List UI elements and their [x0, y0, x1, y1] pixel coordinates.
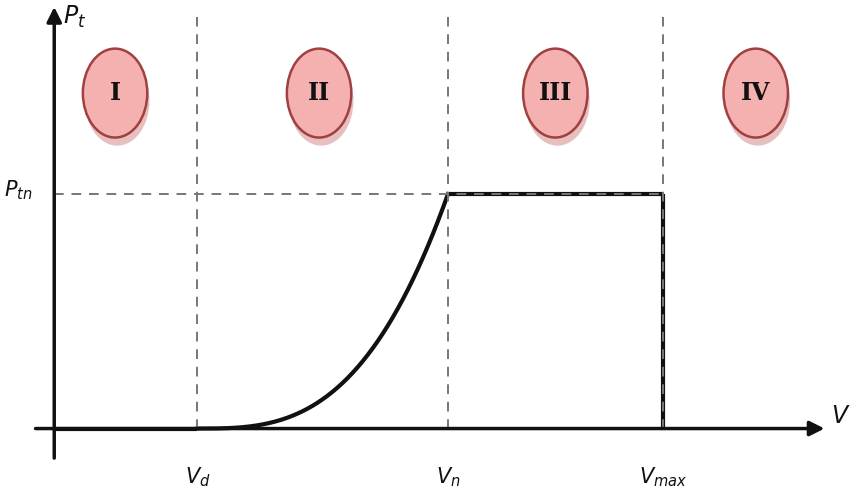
- Ellipse shape: [722, 49, 787, 138]
- Ellipse shape: [83, 49, 147, 138]
- Ellipse shape: [523, 49, 587, 138]
- Text: $V_{max}$: $V_{max}$: [638, 465, 686, 489]
- Ellipse shape: [725, 57, 789, 146]
- Text: $P_t$: $P_t$: [63, 4, 86, 31]
- Ellipse shape: [287, 49, 351, 138]
- Text: $V_n$: $V_n$: [435, 465, 460, 489]
- Text: $P_{tn}$: $P_{tn}$: [4, 178, 32, 202]
- Text: I: I: [109, 81, 120, 105]
- Ellipse shape: [85, 57, 149, 146]
- Text: $V$: $V$: [830, 404, 850, 429]
- Text: $V_d$: $V_d$: [184, 465, 210, 489]
- Ellipse shape: [288, 57, 353, 146]
- Text: IV: IV: [740, 81, 769, 105]
- Ellipse shape: [525, 57, 589, 146]
- Text: II: II: [308, 81, 330, 105]
- Text: III: III: [538, 81, 572, 105]
